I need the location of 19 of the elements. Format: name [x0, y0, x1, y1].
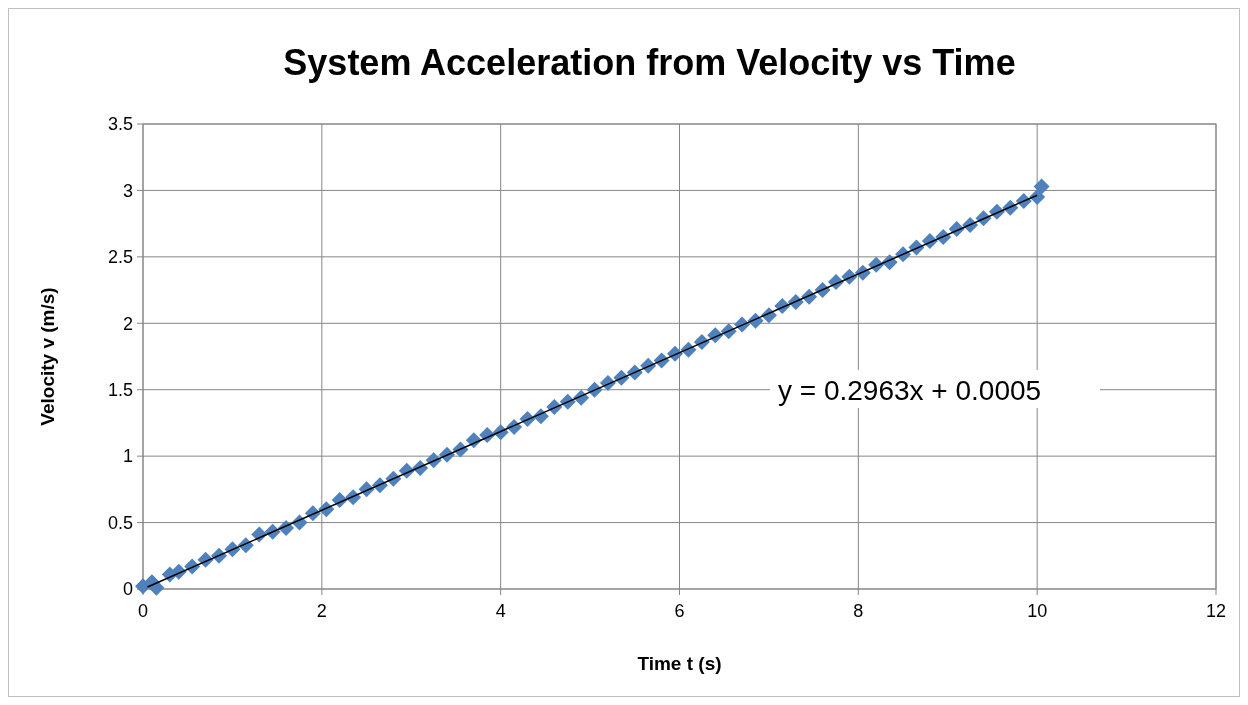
chart-title: System Acceleration from Velocity vs Time	[283, 42, 1016, 83]
x-tick-label: 6	[674, 601, 685, 621]
y-tick-label: 0.5	[107, 512, 133, 533]
y-tick-label: 0	[122, 579, 133, 600]
y-tick-label: 1.5	[107, 380, 133, 401]
annotation: y = 0.2963x + 0.0005	[778, 375, 1042, 406]
y-tick-label: 2.5	[107, 247, 133, 268]
x-tick-label: 0	[137, 601, 149, 621]
y-axis-title: Velocity v (m/s)	[37, 287, 58, 426]
x-tick-label: 4	[495, 601, 506, 621]
y-tick-label: 3.5	[107, 114, 133, 135]
x-tick-label: 10	[1027, 601, 1048, 621]
y-tick-label: 1	[122, 446, 133, 467]
y-tick-label: 3	[122, 180, 133, 201]
x-tick-label: 12	[1205, 601, 1227, 621]
x-tick-label: 2	[316, 601, 327, 621]
x-axis-title: Time t (s)	[637, 653, 722, 674]
y-tick-label: 2	[122, 313, 133, 334]
x-tick-label: 8	[853, 601, 864, 621]
